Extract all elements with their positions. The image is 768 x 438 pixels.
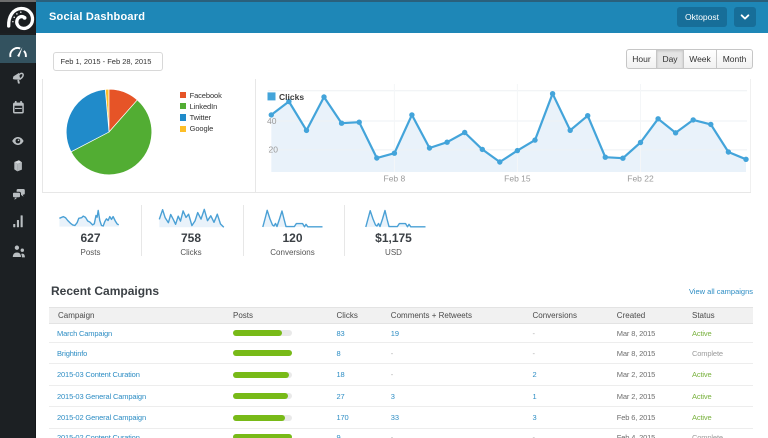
- svg-text:Feb 22: Feb 22: [627, 174, 654, 184]
- svg-text:Feb 8: Feb 8: [384, 174, 406, 184]
- svg-text:Feb 15: Feb 15: [504, 174, 531, 184]
- svg-text:20: 20: [269, 145, 279, 155]
- svg-text:Clicks: Clicks: [279, 92, 304, 102]
- svg-text:40: 40: [267, 116, 277, 126]
